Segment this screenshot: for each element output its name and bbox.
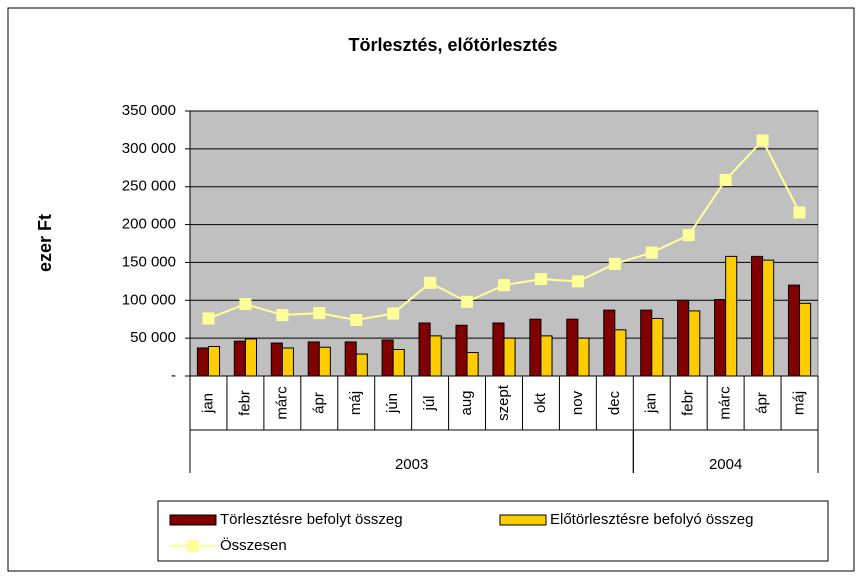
bar [725,255,738,377]
bar [207,345,221,377]
bar [751,255,764,377]
line-marker [756,134,769,147]
line-marker [645,246,658,259]
bar [355,353,368,377]
bar [344,341,357,377]
x-tick-label: jan [199,393,216,414]
line-marker [608,257,621,270]
legend-swatch [499,514,547,526]
line-marker [793,206,806,219]
bar [640,309,653,377]
bar [677,299,690,377]
bar [787,284,801,377]
x-tick-label: máj [790,391,807,415]
bar [603,309,616,377]
y-tick-label: 200 000 [122,216,176,233]
bar [577,337,590,377]
bar [233,340,246,377]
line-marker [276,309,289,322]
x-tick-label: febr [236,390,253,416]
y-axis-label: ezer Ft [35,214,55,272]
bar [714,299,727,377]
y-tick-label: - [171,367,176,384]
bar [318,346,331,377]
bar [466,352,479,377]
x-tick-label: máj [347,391,364,415]
bar [429,335,442,377]
legend-label: Törlesztésre befolyt összeg [220,511,403,528]
line-marker [534,273,547,286]
bar [392,349,405,377]
y-tick-label: 50 000 [130,329,176,346]
legend-marker [187,540,199,552]
x-tick-label: márc [273,386,290,420]
bar [540,335,553,377]
x-tick-label: dec [606,390,623,415]
x-tick-label: szept [495,384,512,421]
x-tick-label: nov [569,390,586,415]
group-label: 2003 [395,456,428,473]
line-marker [350,313,363,326]
bar [492,322,505,377]
line-marker [682,229,695,242]
line-marker [313,307,326,320]
line-marker [387,307,400,320]
line-marker [461,295,474,308]
bar [381,339,394,377]
legend-swatch [169,514,217,526]
y-tick-label: 250 000 [122,178,176,195]
y-tick-label: 300 000 [122,140,176,157]
line-marker [571,275,584,288]
y-tick-label: 100 000 [122,291,176,308]
bar [503,337,516,377]
line-marker [498,279,510,292]
x-tick-label: febr [680,390,697,416]
bar [307,341,320,377]
bar [281,347,294,377]
x-tick-label: aug [458,390,475,415]
bar [799,302,812,377]
bar [455,324,468,377]
line-marker [202,312,215,325]
x-tick-label: júl [421,395,438,411]
bar [651,317,664,377]
x-tick-label: okt [532,392,549,413]
group-label: 2004 [709,456,742,473]
legend-label: Előtörlesztésre befolyó összeg [550,511,753,528]
bar [529,318,542,377]
legend-box [157,500,829,562]
bar [270,342,283,377]
legend-label: Összesen [220,536,287,554]
bar [196,347,209,377]
bar [688,310,701,377]
x-tick-label: jan [643,393,660,414]
x-tick-label: ápr [310,392,327,414]
x-tick-label: jún [384,393,401,414]
line-marker [239,298,252,311]
bar [418,322,431,377]
line-marker [719,173,732,186]
bar [614,329,627,377]
y-tick-label: 350 000 [122,102,176,119]
bar [762,259,775,377]
x-tick-label: márc [717,386,734,420]
chart-title: Törlesztés, előtörlesztés [348,35,557,55]
x-tick-label: ápr [754,392,771,414]
y-tick-label: 150 000 [122,253,176,270]
bar [566,318,579,377]
line-marker [424,276,437,289]
bar [244,338,257,377]
